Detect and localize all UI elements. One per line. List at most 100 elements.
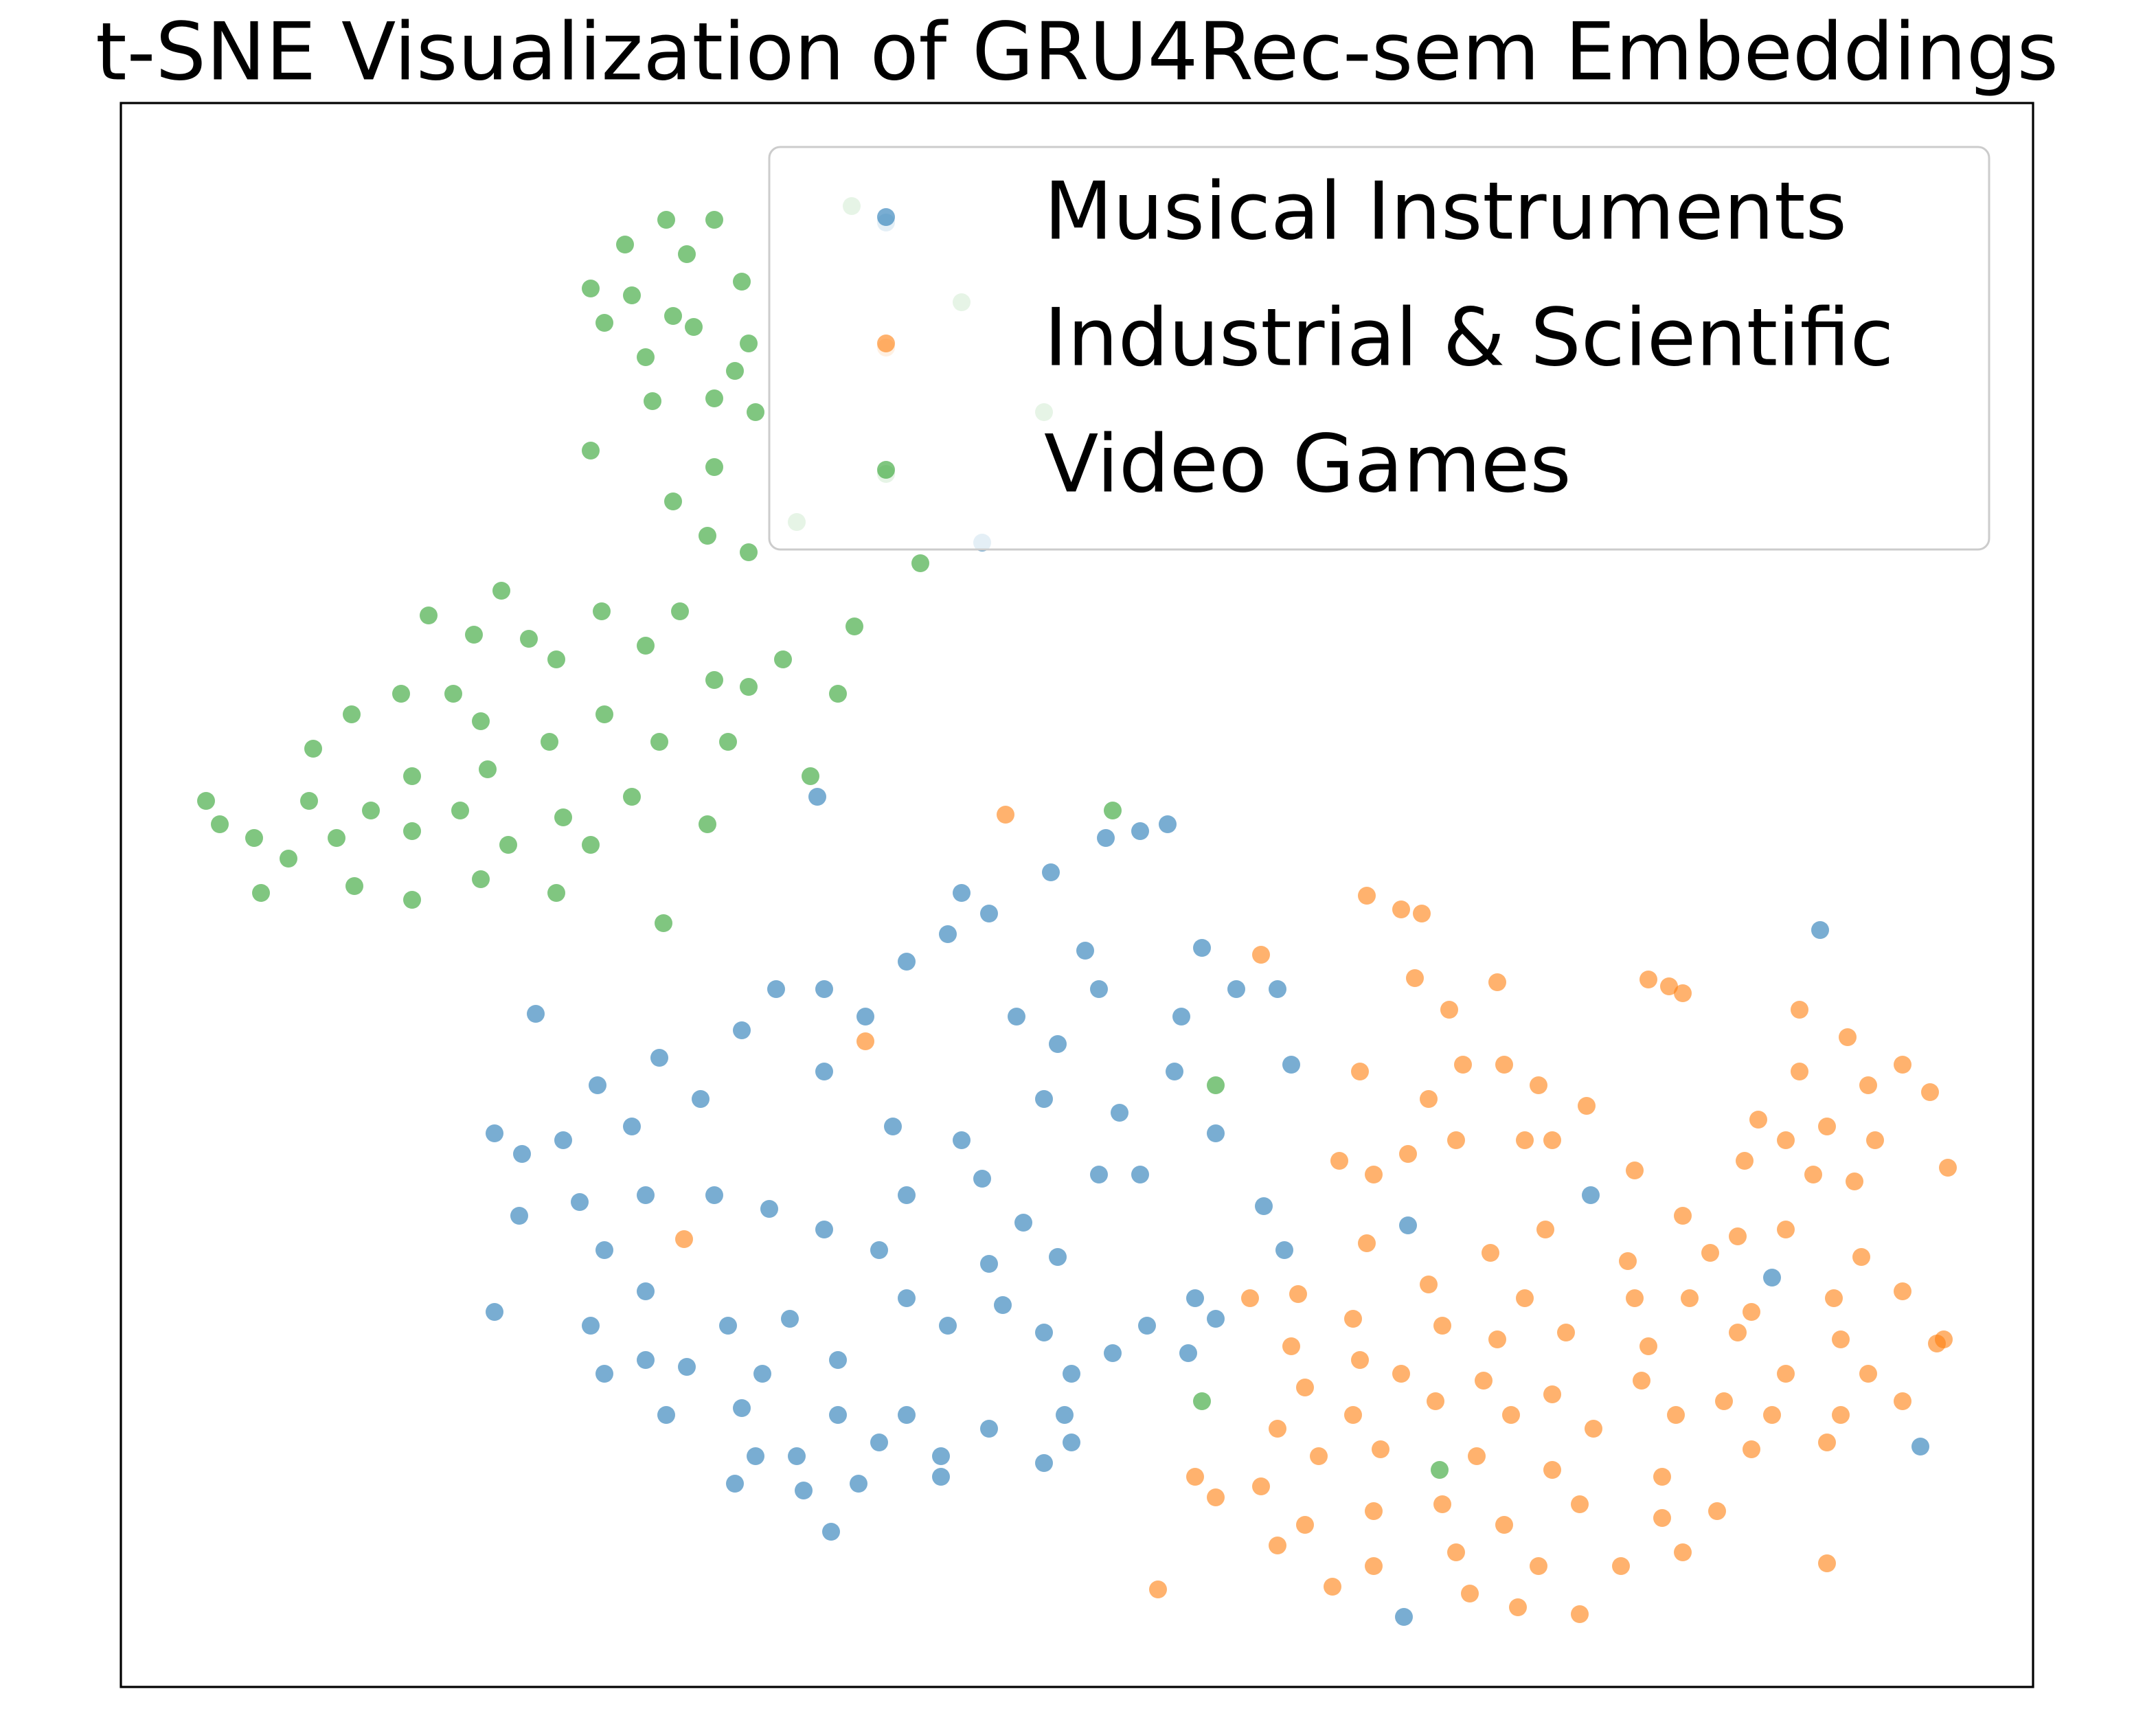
point xyxy=(1502,1406,1520,1424)
point xyxy=(898,1406,916,1424)
point xyxy=(846,617,863,635)
point xyxy=(1296,1516,1314,1534)
point xyxy=(973,1170,991,1188)
point xyxy=(1495,1516,1513,1534)
point xyxy=(595,1365,613,1383)
point xyxy=(1289,1285,1307,1303)
point xyxy=(726,1475,744,1493)
point xyxy=(870,1241,888,1259)
plot-frame xyxy=(120,102,2034,1688)
point xyxy=(815,980,833,998)
point xyxy=(1674,984,1692,1002)
point xyxy=(1530,1557,1547,1575)
point xyxy=(1708,1502,1726,1520)
point xyxy=(1660,977,1678,995)
legend-label: Video Games xyxy=(1044,418,1571,511)
point xyxy=(850,1475,867,1493)
point xyxy=(1859,1365,1877,1383)
point xyxy=(1777,1131,1795,1149)
point xyxy=(1543,1461,1561,1479)
point xyxy=(747,403,764,421)
point xyxy=(1282,1337,1300,1355)
point xyxy=(1186,1289,1204,1307)
point xyxy=(1530,1076,1547,1094)
point xyxy=(1097,829,1115,847)
point xyxy=(1227,980,1245,998)
point xyxy=(1014,1214,1032,1232)
point xyxy=(884,1118,902,1135)
point xyxy=(362,802,380,819)
point xyxy=(705,458,723,476)
point xyxy=(513,1145,531,1163)
point xyxy=(1639,971,1657,988)
legend-label: Musical Instruments xyxy=(1044,166,1847,258)
point xyxy=(623,1118,641,1135)
point xyxy=(1310,1447,1328,1465)
point xyxy=(740,543,758,561)
point xyxy=(692,1090,710,1108)
point xyxy=(1392,900,1410,918)
point xyxy=(300,792,318,810)
point xyxy=(911,554,929,572)
point xyxy=(932,1468,950,1486)
point xyxy=(1859,1076,1877,1094)
point xyxy=(1482,1244,1499,1262)
point xyxy=(1111,1104,1128,1122)
point xyxy=(898,953,916,971)
point xyxy=(1344,1406,1362,1424)
point xyxy=(1832,1406,1850,1424)
point xyxy=(1269,1420,1286,1438)
point xyxy=(1090,1166,1108,1183)
point xyxy=(1894,1056,1911,1074)
point xyxy=(1811,921,1829,939)
point xyxy=(822,1523,840,1541)
point xyxy=(1488,1330,1506,1348)
point xyxy=(980,1420,998,1438)
point xyxy=(1324,1578,1341,1596)
point xyxy=(1743,1440,1760,1458)
point xyxy=(1749,1111,1767,1129)
point xyxy=(1392,1365,1410,1383)
point xyxy=(1571,1495,1589,1513)
point xyxy=(1804,1166,1822,1183)
point xyxy=(650,733,668,751)
point xyxy=(1516,1289,1534,1307)
point xyxy=(1275,1241,1293,1259)
point xyxy=(403,891,421,909)
point xyxy=(1729,1227,1747,1245)
point xyxy=(1626,1162,1644,1179)
point xyxy=(939,1317,957,1335)
point xyxy=(664,307,682,325)
point xyxy=(197,792,215,810)
point xyxy=(520,630,538,648)
point xyxy=(1612,1557,1630,1575)
point xyxy=(582,1317,600,1335)
point xyxy=(997,806,1014,824)
point xyxy=(637,637,655,655)
point xyxy=(802,767,819,785)
point xyxy=(1351,1063,1369,1080)
point xyxy=(1681,1289,1699,1307)
point xyxy=(1674,1543,1692,1561)
point xyxy=(1763,1269,1781,1287)
point xyxy=(699,815,716,833)
point xyxy=(1433,1495,1451,1513)
point xyxy=(595,314,613,332)
point xyxy=(760,1200,778,1218)
point xyxy=(1543,1131,1561,1149)
point xyxy=(980,1255,998,1273)
point xyxy=(1619,1252,1637,1270)
point xyxy=(1715,1392,1733,1410)
point xyxy=(671,602,689,620)
point xyxy=(829,1406,847,1424)
point xyxy=(444,685,462,703)
point xyxy=(1399,1145,1417,1163)
point xyxy=(898,1186,916,1204)
point xyxy=(616,236,634,253)
point xyxy=(953,884,971,902)
point xyxy=(1207,1488,1225,1506)
point xyxy=(1351,1351,1369,1369)
point xyxy=(733,1021,751,1039)
point xyxy=(1296,1379,1314,1396)
